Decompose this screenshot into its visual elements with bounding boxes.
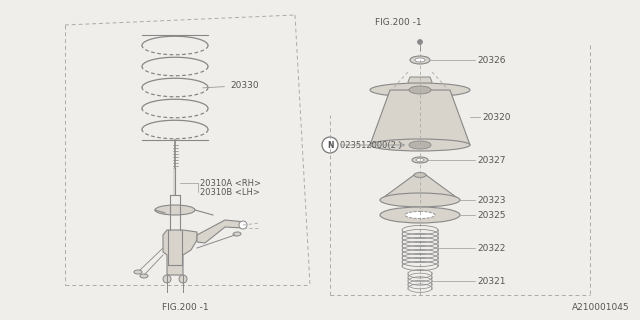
- Polygon shape: [408, 77, 432, 87]
- Text: 20325: 20325: [477, 211, 506, 220]
- Circle shape: [417, 39, 422, 44]
- Text: 20326: 20326: [477, 55, 506, 65]
- Ellipse shape: [370, 139, 470, 151]
- Ellipse shape: [370, 83, 470, 97]
- Polygon shape: [370, 90, 470, 145]
- Text: 023512000(2 ): 023512000(2 ): [340, 140, 402, 149]
- Text: 20323: 20323: [477, 196, 506, 204]
- Text: FIG.200 -1: FIG.200 -1: [162, 303, 208, 313]
- Text: FIG.200 -1: FIG.200 -1: [375, 18, 422, 27]
- Text: 20310A <RH>: 20310A <RH>: [200, 179, 261, 188]
- Ellipse shape: [412, 157, 428, 163]
- Ellipse shape: [409, 86, 431, 94]
- Polygon shape: [197, 220, 245, 243]
- Circle shape: [179, 275, 187, 283]
- Text: 20321: 20321: [477, 276, 506, 285]
- Ellipse shape: [380, 193, 460, 207]
- Ellipse shape: [415, 58, 425, 62]
- Text: 20327: 20327: [477, 156, 506, 164]
- Ellipse shape: [155, 205, 195, 215]
- Ellipse shape: [409, 141, 431, 149]
- Text: 20310B <LH>: 20310B <LH>: [200, 188, 260, 196]
- Ellipse shape: [380, 207, 460, 223]
- Circle shape: [239, 221, 247, 229]
- Ellipse shape: [134, 270, 142, 274]
- Ellipse shape: [405, 212, 435, 219]
- Ellipse shape: [140, 274, 148, 278]
- Text: 20320: 20320: [482, 113, 511, 122]
- Text: A210001045: A210001045: [572, 303, 630, 313]
- Ellipse shape: [233, 232, 241, 236]
- Circle shape: [163, 275, 171, 283]
- Polygon shape: [163, 230, 197, 275]
- Text: 20330: 20330: [203, 81, 259, 90]
- Circle shape: [322, 137, 338, 153]
- Polygon shape: [380, 175, 460, 200]
- Text: 20322: 20322: [477, 244, 506, 252]
- Ellipse shape: [414, 172, 426, 178]
- Ellipse shape: [410, 56, 430, 64]
- Ellipse shape: [416, 158, 424, 162]
- Text: N: N: [327, 140, 333, 149]
